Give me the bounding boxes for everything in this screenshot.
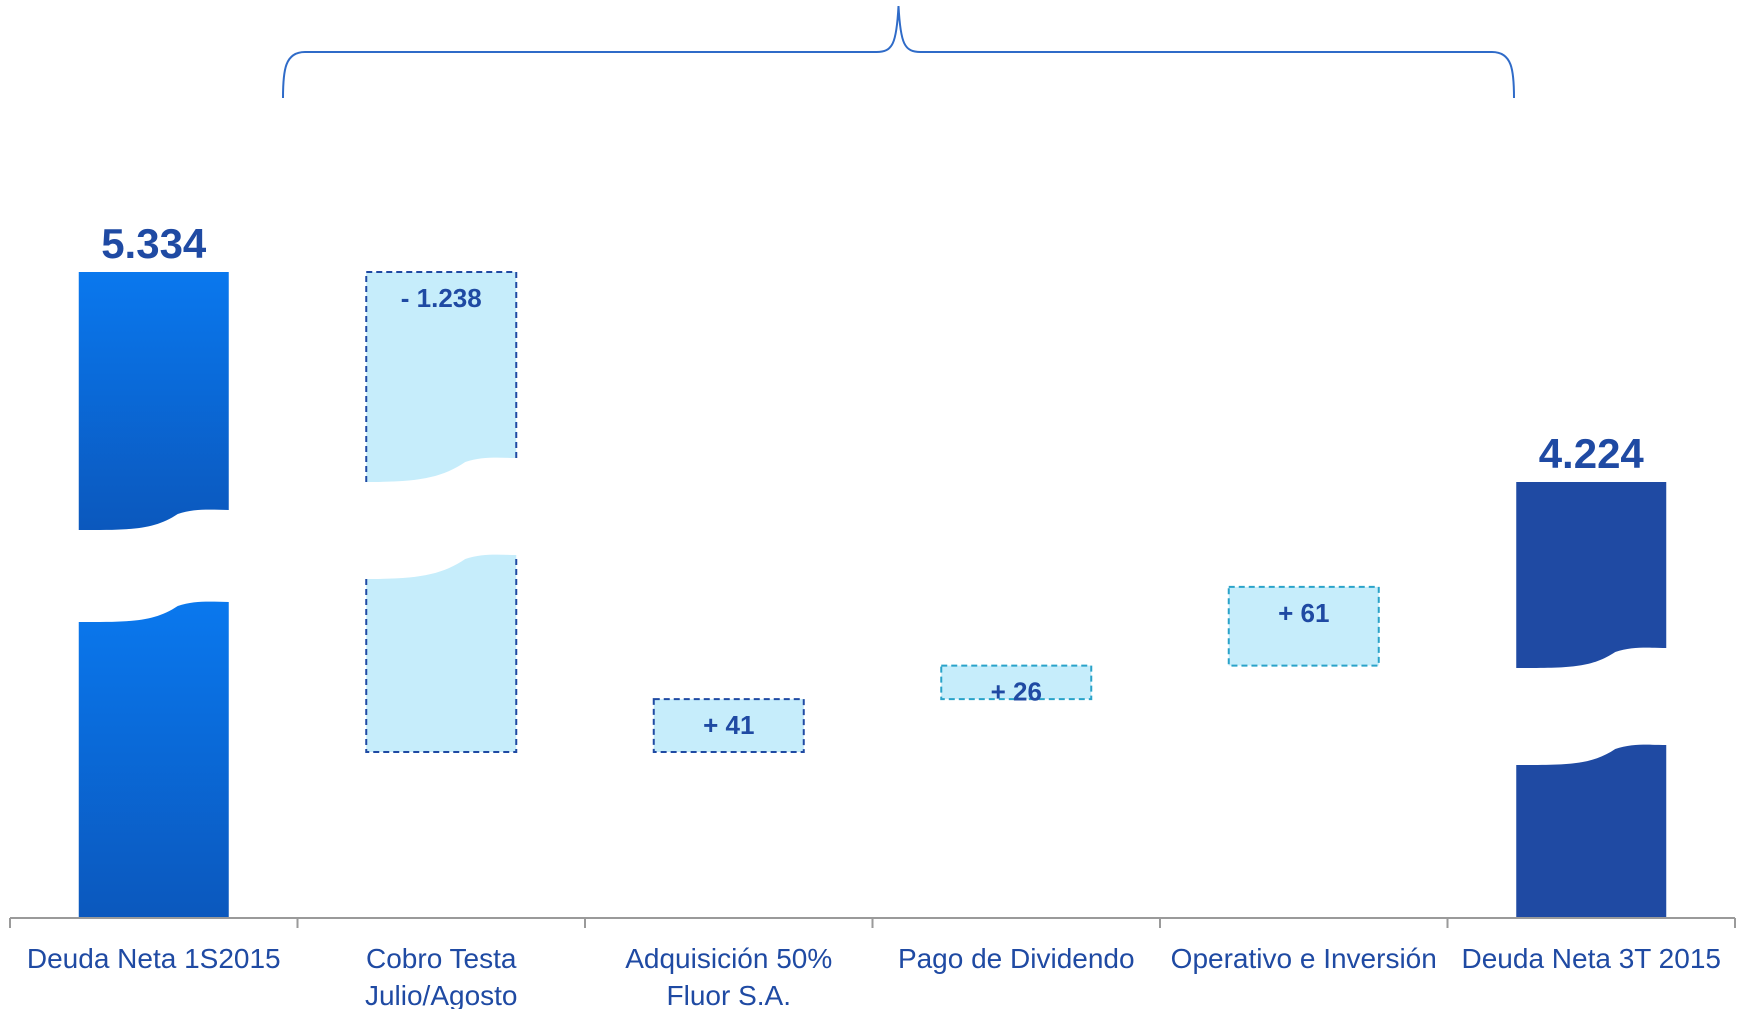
labels-layer: 5.334 - 1.238 + 41 + 26 + 61 4.224 xyxy=(101,220,1644,740)
bar-operativo-e-inversion xyxy=(1227,585,1380,667)
bar-cobro-testa-julio-agosto-upper xyxy=(366,272,517,482)
x-axis: Deuda Neta 1S2015 Cobro Testa Julio/Agosto… xyxy=(9,917,1736,1009)
bar-cobro-testa-julio-agosto-lower-outline xyxy=(365,555,518,753)
bar-deuda-neta-1s2015-lower xyxy=(78,601,229,918)
category-label-operativo-e-inversion: Operativo e Inversión xyxy=(1171,943,1437,974)
bar-deuda-neta-3t-2015-upper xyxy=(1516,482,1667,668)
value-label-adquisicion-50-fluor-s-a: + 41 xyxy=(703,710,754,740)
bar-adquisicion-50-fluor-s-a xyxy=(652,698,805,753)
category-label-deuda-neta-3t-2015: Deuda Neta 3T 2015 xyxy=(1462,943,1721,974)
bar-deuda-neta-3t-2015-lower xyxy=(1516,744,1667,918)
value-label-operativo-e-inversion: + 61 xyxy=(1278,598,1329,628)
value-label-deuda-neta-3t-2015: 4.224 xyxy=(1539,430,1645,477)
total-change-brace xyxy=(282,5,1515,99)
bars-layer xyxy=(78,271,1667,918)
value-label-deuda-neta-1s2015: 5.334 xyxy=(101,220,207,267)
category-label-cobro-testa-julio-agosto: Cobro Testa Julio/Agosto xyxy=(365,943,518,1009)
value-label-cobro-testa-julio-agosto: - 1.238 xyxy=(401,283,482,313)
bar-cobro-testa-julio-agosto-lower xyxy=(366,554,517,752)
bar-deuda-neta-1s2015-upper xyxy=(78,272,229,530)
category-label-adquisicion-50-fluor-s-a: Adquisición 50% Fluor S.A. xyxy=(625,943,832,1009)
value-label-pago-de-dividendo: + 26 xyxy=(991,677,1042,707)
bar-cobro-testa-julio-agosto-upper-outline xyxy=(365,271,518,482)
category-label-deuda-neta-1s2015: Deuda Neta 1S2015 xyxy=(27,943,281,974)
category-label-pago-de-dividendo: Pago de Dividendo xyxy=(898,943,1135,974)
bar-pago-de-dividendo xyxy=(940,664,1093,701)
